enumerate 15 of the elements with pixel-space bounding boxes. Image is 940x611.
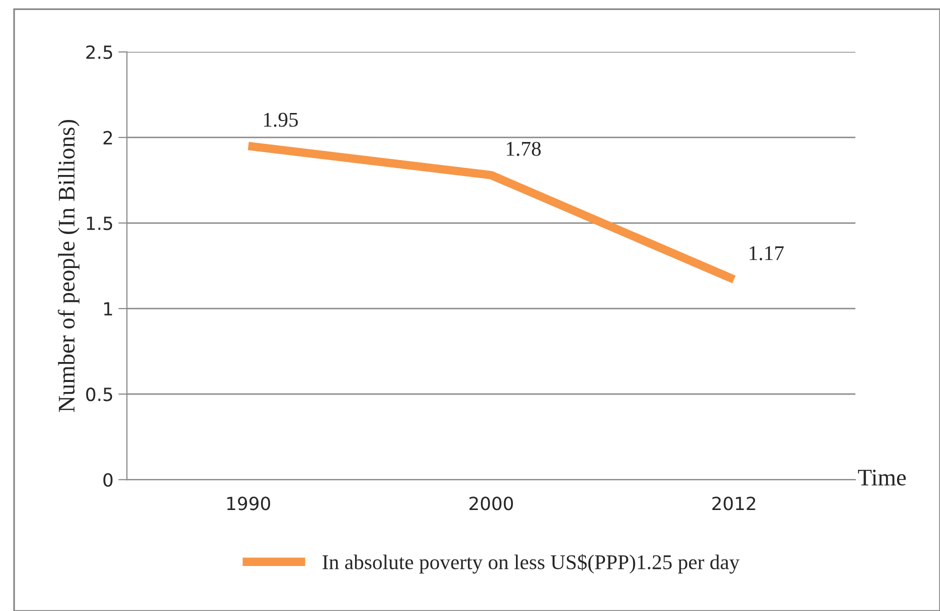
x-axis-title: Time: [858, 470, 906, 486]
y-tick-label: 0.5: [86, 388, 112, 402]
y-tick-label: 2.5: [86, 45, 112, 60]
y-tick-label: 1: [104, 302, 112, 316]
data-label: 1.78: [506, 142, 541, 156]
x-tick-label: 1990: [227, 496, 270, 510]
y-tick-label: 0: [103, 473, 113, 487]
y-tick-label: 1.5: [86, 216, 112, 230]
x-tick-label: 2012: [712, 496, 756, 510]
legend-label: In absolute poverty on less US$(PPP)1.25 per day: [322, 554, 740, 574]
data-label: 1.17: [750, 246, 784, 260]
x-tick-label: 2000: [469, 496, 513, 510]
data-label: 1.95: [264, 112, 298, 127]
y-axis-title: Number of people (In Billions): [58, 120, 80, 412]
y-tick-label: 2: [104, 130, 112, 144]
